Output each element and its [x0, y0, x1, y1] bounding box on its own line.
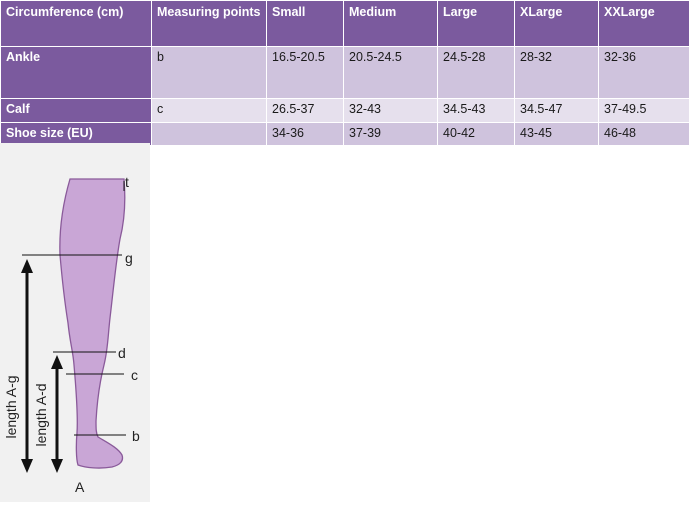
ankle-xlarge: 28-32	[514, 46, 599, 99]
ankle-large: 24.5-28	[437, 46, 515, 99]
header-xlarge: XLarge	[514, 0, 599, 47]
table-row-calf: Calf c 26.5-37 32-43 34.5-43 34.5-47 37-…	[0, 98, 689, 123]
header-measuring-points: Measuring points	[151, 0, 267, 47]
ankle-small: 16.5-20.5	[266, 46, 344, 99]
shoe-large: 40-42	[437, 122, 515, 146]
ankle-medium: 20.5-24.5	[343, 46, 438, 99]
table-row-ankle: Ankle b 16.5-20.5 20.5-24.5 24.5-28 28-3…	[0, 46, 689, 99]
arrowhead-down-a-d	[51, 459, 63, 473]
calf-small: 26.5-37	[266, 98, 344, 123]
calf-medium: 32-43	[343, 98, 438, 123]
leg-measurement-diagram: t g d c b A length A-g length A-d	[0, 143, 150, 502]
shoe-small: 34-36	[266, 122, 344, 146]
label-c: c	[131, 367, 138, 383]
size-chart-table: Circumference (cm) Measuring points Smal…	[0, 0, 689, 146]
label-g: g	[125, 250, 133, 266]
header-xxlarge: XXLarge	[598, 0, 689, 47]
label-d: d	[118, 345, 126, 361]
row-label-calf: Calf	[0, 98, 152, 123]
calf-xlarge: 34.5-47	[514, 98, 599, 123]
row-label-ankle: Ankle	[0, 46, 152, 99]
leg-diagram-svg: t g d c b A length A-g length A-d	[3, 174, 140, 495]
header-circumference: Circumference (cm)	[0, 0, 152, 47]
arrowhead-down-a-g	[21, 459, 33, 473]
shoe-medium: 37-39	[343, 122, 438, 146]
shoe-xlarge: 43-45	[514, 122, 599, 146]
measuring-point-shoe-size	[151, 122, 267, 146]
header-medium: Medium	[343, 0, 438, 47]
measuring-point-ankle: b	[151, 46, 267, 99]
header-small: Small	[266, 0, 344, 47]
row-label-shoe-size: Shoe size (EU)	[0, 122, 152, 146]
table-row-shoe-size: Shoe size (EU) 34-36 37-39 40-42 43-45 4…	[0, 122, 689, 146]
leg-silhouette	[59, 178, 126, 469]
calf-large: 34.5-43	[437, 98, 515, 123]
header-large: Large	[437, 0, 515, 47]
arrowhead-up-a-g	[21, 259, 33, 273]
label-length-a-d: length A-d	[33, 383, 49, 446]
label-b: b	[132, 428, 140, 444]
calf-xxlarge: 37-49.5	[598, 98, 689, 123]
measuring-point-calf: c	[151, 98, 267, 123]
label-t: t	[125, 174, 129, 190]
ankle-xxlarge: 32-36	[598, 46, 689, 99]
header-row: Circumference (cm) Measuring points Smal…	[0, 0, 689, 47]
label-length-a-g: length A-g	[3, 375, 19, 438]
label-a: A	[75, 479, 85, 495]
shoe-xxlarge: 46-48	[598, 122, 689, 146]
arrowhead-up-a-d	[51, 355, 63, 369]
